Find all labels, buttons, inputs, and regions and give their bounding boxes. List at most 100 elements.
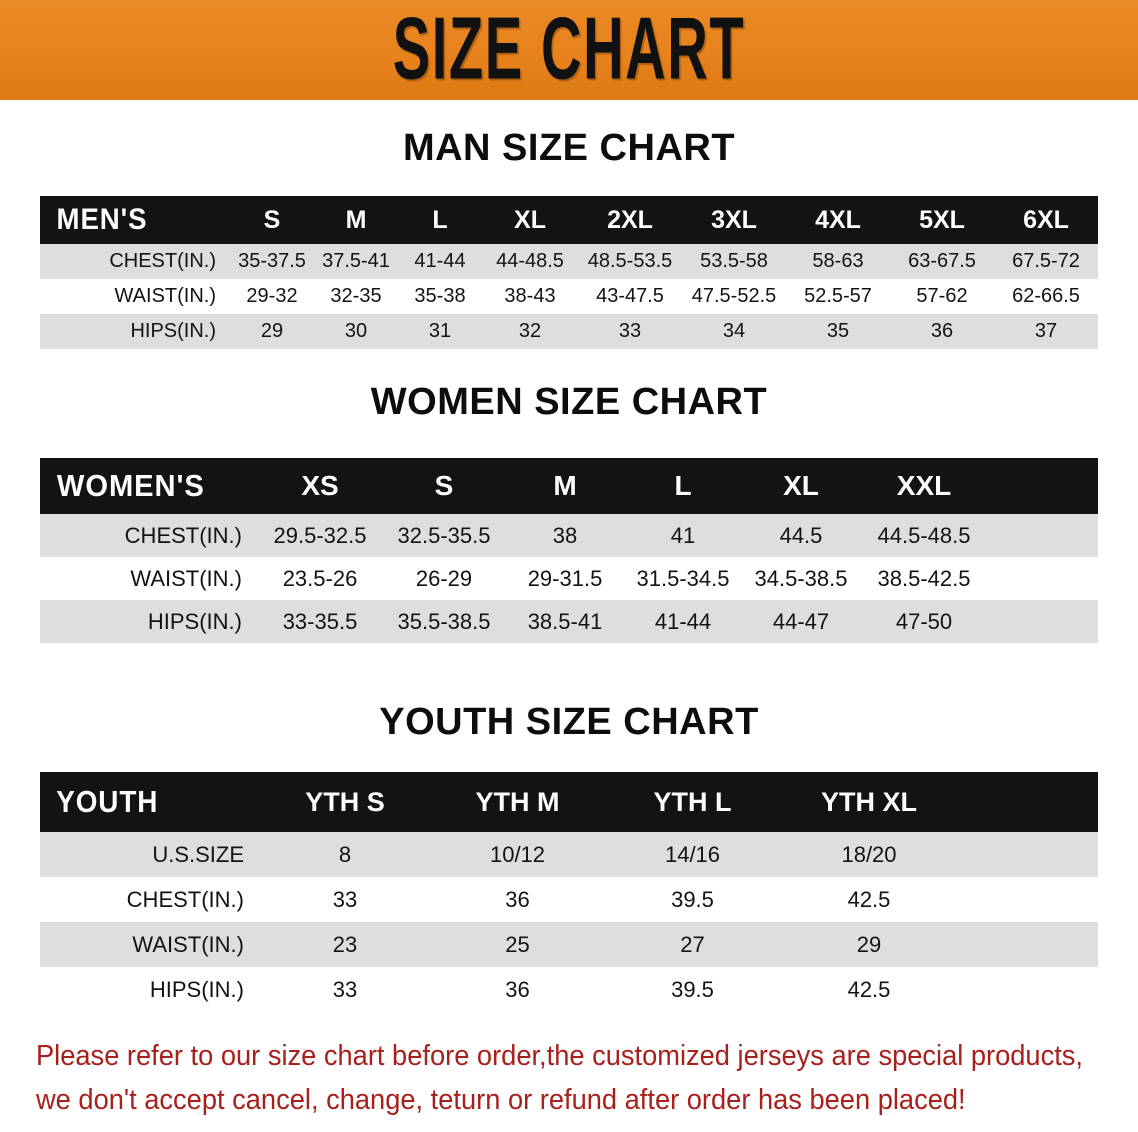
women-hips-s: 35.5-38.5 (397, 608, 491, 634)
man-col-header-3xl: 3XL (711, 205, 757, 234)
women-col-header-xxl: XXL (896, 470, 952, 501)
man-waist-6xl: 62-66.5 (1012, 285, 1080, 307)
table-row: HIPS(IN.) 29 30 31 32 33 34 35 36 37 (40, 314, 1098, 349)
women-chest-m: 38 (552, 522, 578, 548)
man-col-header-2xl: 2XL (607, 205, 653, 234)
man-col-header-6xl: 6XL (1023, 205, 1069, 234)
women-col-header-s: S (434, 470, 454, 501)
man-hips-xl: 32 (518, 320, 542, 342)
youth-ussize-m: 10/12 (489, 841, 546, 867)
youth-table-header-row: YOUTH YTH S YTH M YTH L YTH XL (40, 772, 1098, 832)
man-table-header-row: MEN'S S M L XL 2XL 3XL 4XL 5XL 6XL (40, 196, 1098, 244)
man-waist-xl: 38-43 (504, 285, 556, 307)
man-size-table: MEN'S S M L XL 2XL 3XL 4XL 5XL 6XL CHEST… (40, 196, 1098, 349)
youth-row-label-hips: HIPS(IN.) (149, 976, 244, 1002)
man-col-header-l: L (432, 205, 448, 234)
women-col-header-xs: XS (301, 470, 339, 501)
women-hips-xs: 33-35.5 (282, 608, 358, 634)
youth-chest-spacer (958, 877, 1098, 922)
women-waist-xl: 34.5-38.5 (754, 565, 848, 591)
man-hips-s: 29 (260, 320, 284, 342)
youth-ussize-l: 14/16 (664, 841, 721, 867)
youth-hips-xl: 42.5 (847, 976, 891, 1002)
youth-hips-m: 36 (505, 976, 530, 1002)
youth-hips-s: 33 (332, 976, 358, 1002)
youth-corner-label: YOUTH (56, 784, 159, 819)
women-chest-xl: 44.5 (779, 522, 823, 548)
table-row: WAIST(IN.) 29-32 32-35 35-38 38-43 43-47… (40, 279, 1098, 314)
youth-row-label-us-size: U.S.SIZE (152, 841, 244, 867)
women-waist-s: 26-29 (415, 565, 473, 591)
women-col-header-l: L (674, 470, 692, 501)
youth-section-title: YOUTH SIZE CHART (379, 701, 759, 743)
man-hips-m: 30 (344, 320, 368, 342)
man-hips-l: 31 (428, 320, 452, 342)
women-hips-l: 41-44 (654, 608, 712, 634)
women-waist-xxl: 38.5-42.5 (877, 565, 971, 591)
man-col-header-m: M (345, 205, 367, 234)
youth-ussize-xl: 18/20 (841, 841, 897, 867)
man-section-title: MAN SIZE CHART (402, 127, 736, 169)
man-chest-6xl: 67.5-72 (1012, 250, 1080, 272)
women-col-header-m: M (553, 470, 577, 501)
women-row-label-hips: HIPS(IN.) (147, 608, 242, 634)
man-hips-3xl: 34 (722, 320, 746, 342)
man-waist-m: 32-35 (330, 285, 382, 307)
man-waist-s: 29-32 (246, 285, 298, 307)
man-chest-m: 37.5-41 (322, 250, 390, 272)
youth-chest-l: 39.5 (671, 886, 714, 912)
youth-row-label-chest: CHEST(IN.) (126, 886, 244, 912)
youth-col-header-s: YTH S (305, 786, 385, 817)
women-section-title: WOMEN SIZE CHART (370, 381, 768, 423)
youth-waist-s: 23 (332, 931, 358, 957)
table-row: CHEST(IN.) 29.5-32.5 32.5-35.5 38 41 44.… (40, 514, 1098, 557)
man-col-header-xl: XL (514, 205, 546, 234)
disclaimer-line-1: Please refer to our size chart before or… (36, 1040, 1083, 1072)
table-row: U.S.SIZE 8 10/12 14/16 18/20 (40, 832, 1098, 877)
table-row: CHEST(IN.) 35-37.5 37.5-41 41-44 44-48.5… (40, 244, 1098, 279)
man-hips-5xl: 36 (930, 320, 954, 342)
man-corner-label: MEN'S (56, 203, 148, 236)
youth-waist-l: 27 (680, 931, 705, 957)
man-waist-4xl: 52.5-57 (804, 285, 872, 307)
women-table-header-row: WOMEN'S XS S M L XL XXL (40, 458, 1098, 514)
women-row-label-waist: WAIST(IN.) (130, 565, 242, 591)
man-chest-5xl: 63-67.5 (908, 250, 976, 272)
man-waist-2xl: 43-47.5 (596, 285, 664, 307)
man-hips-2xl: 33 (618, 320, 642, 342)
youth-ussize-s: 8 (338, 841, 352, 867)
man-waist-l: 35-38 (414, 285, 466, 307)
table-row: HIPS(IN.) 33-35.5 35.5-38.5 38.5-41 41-4… (40, 600, 1098, 643)
man-hips-4xl: 35 (826, 320, 850, 342)
youth-ussize-spacer (958, 832, 1098, 877)
man-chest-3xl: 53.5-58 (700, 250, 768, 272)
man-row-label-waist: WAIST(IN.) (114, 285, 216, 307)
women-waist-spacer (988, 557, 1098, 600)
man-chest-4xl: 58-63 (812, 250, 864, 272)
youth-chest-m: 36 (505, 886, 530, 912)
man-chest-xl: 44-48.5 (496, 250, 564, 272)
page-banner: SIZE CHART (0, 0, 1138, 100)
women-waist-l: 31.5-34.5 (636, 565, 730, 591)
man-waist-5xl: 57-62 (916, 285, 968, 307)
women-waist-m: 29-31.5 (527, 565, 603, 591)
youth-waist-spacer (958, 922, 1098, 967)
youth-col-header-xl: YTH XL (820, 786, 917, 817)
women-row-label-chest: CHEST(IN.) (124, 522, 242, 548)
women-hips-xl: 44-47 (772, 608, 830, 634)
youth-row-label-waist: WAIST(IN.) (132, 931, 244, 957)
women-chest-s: 32.5-35.5 (397, 522, 491, 548)
women-waist-xs: 23.5-26 (282, 565, 358, 591)
women-size-table: WOMEN'S XS S M L XL XXL CHEST(IN.) 29.5-… (40, 458, 1098, 643)
man-hips-6xl: 37 (1034, 320, 1058, 342)
youth-waist-xl: 29 (856, 931, 882, 957)
youth-hips-l: 39.5 (671, 976, 714, 1002)
table-row: CHEST(IN.) 33 36 39.5 42.5 (40, 877, 1098, 922)
table-row: WAIST(IN.) 23.5-26 26-29 29-31.5 31.5-34… (40, 557, 1098, 600)
youth-chest-xl: 42.5 (847, 886, 891, 912)
youth-chest-s: 33 (332, 886, 358, 912)
women-hips-spacer (988, 600, 1098, 643)
women-col-header-spacer (988, 458, 1098, 514)
man-row-label-chest: CHEST(IN.) (109, 250, 216, 272)
youth-col-header-m: YTH M (475, 786, 560, 817)
